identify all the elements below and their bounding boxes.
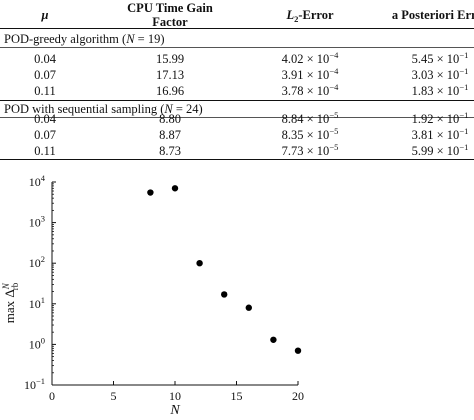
y-tick-label: 104	[29, 173, 46, 189]
header-rule	[0, 28, 474, 29]
header-a-posteriori-error: a Posteriori Error	[391, 8, 474, 22]
header-mu: μ	[41, 8, 49, 22]
data-points	[147, 185, 302, 354]
mid-rule	[0, 100, 474, 101]
y-tick-label: 102	[29, 254, 45, 270]
header-l2-error: L2-Error	[286, 8, 334, 24]
data-point	[221, 291, 228, 298]
x-tick-label: 20	[292, 389, 304, 403]
group-rule-1	[0, 47, 474, 48]
data-point	[196, 260, 203, 267]
y-tick-label: 101	[29, 295, 45, 311]
plot-axes	[51, 182, 298, 386]
x-tick-label: 0	[49, 389, 55, 403]
header-cpu-line2: Factor	[152, 15, 188, 29]
data-point	[294, 347, 302, 354]
results-table: μ CPU Time Gain Factor L2-Error a Poster…	[0, 0, 474, 162]
data-point	[270, 336, 277, 343]
y-tick-label: 10−1	[24, 376, 45, 392]
header-cpu-line1: CPU Time Gain	[127, 1, 213, 15]
y-tick-label: 100	[29, 335, 45, 351]
x-tick-label: 5	[111, 389, 117, 403]
data-point	[245, 304, 252, 311]
svg-text:max ΔNrb: max ΔNrb	[1, 282, 20, 323]
header-cpu-time-gain: CPU Time Gain Factor	[105, 1, 235, 29]
data-point	[147, 189, 154, 196]
scatter-plot: max ΔNrb 0 5 10 15 20 104 103 102 101 100 10−1 N	[1, 173, 304, 418]
bottom-rule	[0, 159, 474, 160]
group-rule-2	[0, 117, 474, 118]
x-ticks: 0 5 10 15 20	[49, 381, 304, 403]
data-point	[171, 185, 179, 192]
group-label-pod-sequential: POD with sequential sampling (N = 24)	[4, 102, 203, 116]
y-tick-label: 103	[29, 214, 45, 230]
x-axis-label: N	[169, 403, 180, 418]
group-label-pod-greedy: POD-greedy algorithm (N = 19)	[4, 32, 165, 46]
x-tick-label: 15	[231, 389, 243, 403]
y-axis-label: max ΔNrb	[1, 282, 20, 323]
x-tick-label: 10	[169, 389, 181, 403]
y-ticks: 104 103 102 101 100 10−1	[24, 173, 56, 392]
